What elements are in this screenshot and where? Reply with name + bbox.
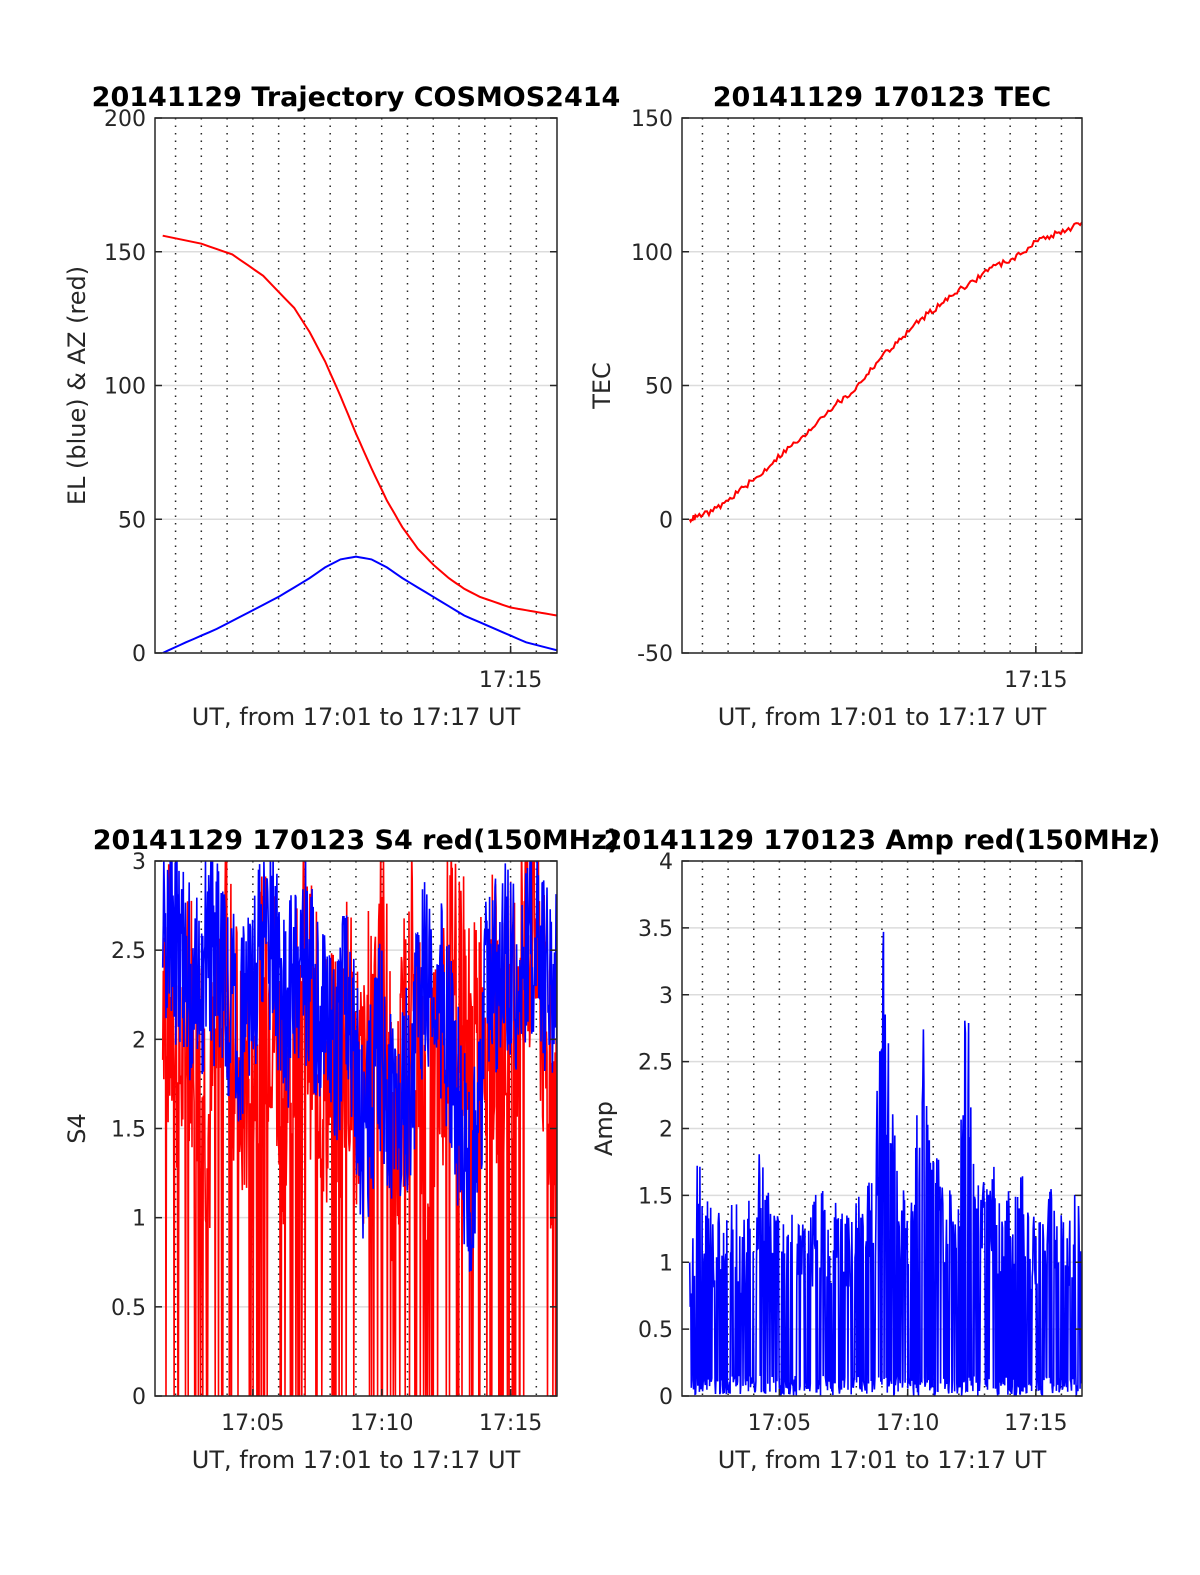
s4-ytick-label: 2	[132, 1028, 146, 1053]
amp-ytick-label: 3.5	[638, 917, 673, 942]
tec-title: 20141129 170123 TEC	[713, 82, 1052, 113]
amp-series-line-0	[688, 931, 1082, 1396]
amp-ytick-label: 1	[659, 1251, 673, 1276]
trajectory-ytick-label: 0	[132, 642, 146, 667]
trajectory-ylabel: EL (blue) & AZ (red)	[63, 266, 91, 505]
amp-ytick-label: 0.5	[638, 1318, 673, 1343]
s4-ytick-label: 3	[132, 850, 146, 875]
tec-ytick-label: 150	[631, 107, 673, 132]
amp-ylabel: Amp	[590, 1101, 618, 1156]
s4-xtick-label: 17:05	[221, 1411, 284, 1436]
s4-ytick-label: 0.5	[111, 1296, 146, 1321]
tec-xtick-label: 17:15	[1004, 668, 1067, 693]
trajectory-ytick-label: 100	[104, 375, 146, 400]
s4-panel: 0 0.5 1 1.5 2 2.5 3 17:05 17:10 17:15 20141129 170…	[63, 825, 620, 1474]
trajectory-xlabel: UT, from 17:01 to 17:17 UT	[192, 703, 521, 731]
trajectory-ytick-label: 200	[104, 107, 146, 132]
s4-series-line-1	[161, 861, 557, 1272]
amp-ytick-label: 3	[659, 984, 673, 1009]
amp-series-group	[688, 931, 1082, 1396]
trajectory-series-line-0	[162, 234, 557, 617]
trajectory-ytick-label: 150	[104, 241, 146, 266]
amp-xtick-label: 17:05	[748, 1411, 811, 1436]
tec-series-line-0	[688, 221, 1082, 524]
s4-ylabel: S4	[63, 1113, 91, 1144]
tec-panel: -50 0 50 100 150 17:15 20141129 170123 TEC UT, …	[588, 82, 1083, 731]
trajectory-series-group	[162, 234, 557, 653]
s4-xtick-label: 17:10	[350, 1411, 413, 1436]
amp-title: 20141129 170123 Amp red(150MHz)	[604, 825, 1161, 856]
amp-ytick-label: 4	[659, 850, 673, 875]
s4-title: 20141129 170123 S4 red(150MHz)	[93, 825, 620, 856]
amp-ytick-label: 2	[659, 1118, 673, 1143]
amp-ytick-label: 1.5	[638, 1184, 673, 1209]
tec-xlabel: UT, from 17:01 to 17:17 UT	[718, 703, 1047, 731]
s4-ytick-label: 0	[132, 1385, 146, 1410]
trajectory-title: 20141129 Trajectory COSMOS2414	[92, 82, 621, 113]
amp-ytick-label: 0	[659, 1385, 673, 1410]
amp-xtick-label: 17:15	[1004, 1411, 1067, 1436]
tec-ytick-label: -50	[637, 642, 673, 667]
s4-ytick-label: 1.5	[111, 1118, 146, 1143]
amp-xtick-label: 17:10	[876, 1411, 939, 1436]
s4-ytick-label: 2.5	[111, 939, 146, 964]
amp-xlabel: UT, from 17:01 to 17:17 UT	[718, 1446, 1047, 1474]
tec-series-group	[688, 221, 1082, 524]
tec-ytick-label: 0	[659, 508, 673, 533]
s4-xlabel: UT, from 17:01 to 17:17 UT	[192, 1446, 521, 1474]
amp-ytick-label: 2.5	[638, 1051, 673, 1076]
s4-xtick-label: 17:15	[479, 1411, 542, 1436]
trajectory-ytick-label: 50	[118, 508, 146, 533]
trajectory-xtick-label: 17:15	[479, 668, 542, 693]
s4-series-group	[161, 861, 557, 1396]
s4-ytick-label: 1	[132, 1207, 146, 1232]
tec-ytick-label: 50	[645, 375, 673, 400]
amp-panel: 0 0.5 1 1.5 2 2.5 3 3.5 4 17:05 17:10 17:15 20141129…	[590, 825, 1160, 1474]
trajectory-series-line-1	[162, 555, 557, 653]
tec-ytick-label: 100	[631, 241, 673, 266]
tec-ylabel: TEC	[588, 362, 616, 410]
trajectory-panel: 0 50 100 150 200 17:15 20141129 Trajectory COS…	[63, 82, 620, 731]
